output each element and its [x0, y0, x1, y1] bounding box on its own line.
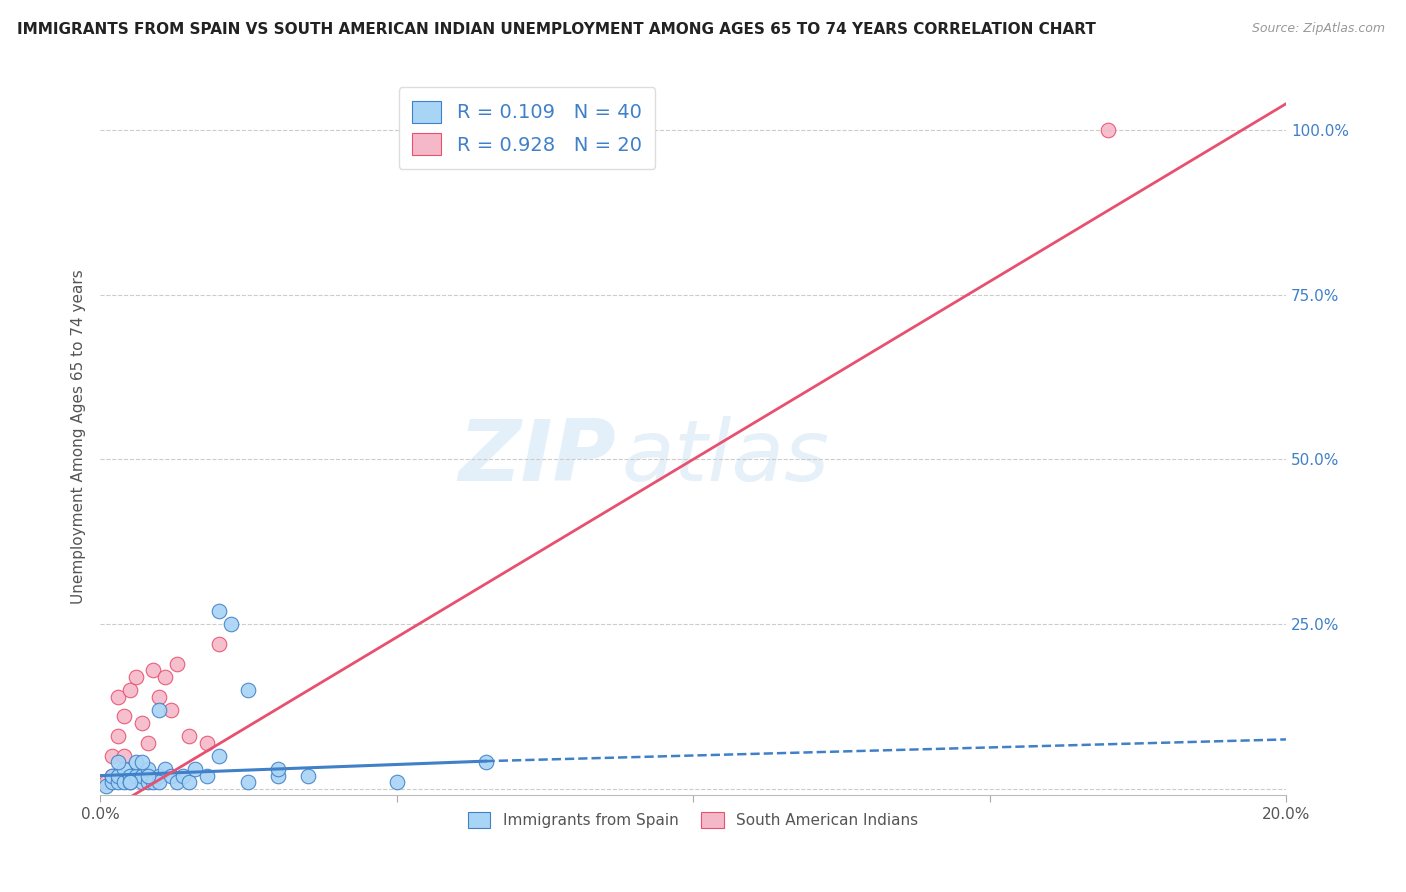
Point — [474, 756, 496, 770]
Point — [107, 756, 129, 770]
Point — [131, 769, 153, 783]
Point — [155, 762, 177, 776]
Point — [131, 775, 153, 789]
Point — [184, 762, 207, 776]
Point — [131, 715, 153, 730]
Point — [125, 769, 148, 783]
Point — [118, 775, 141, 789]
Point — [107, 775, 129, 789]
Point — [177, 729, 200, 743]
Text: atlas: atlas — [621, 417, 830, 500]
Point — [142, 775, 165, 789]
Point — [136, 736, 159, 750]
Point — [107, 769, 129, 783]
Text: ZIP: ZIP — [458, 417, 616, 500]
Point — [118, 769, 141, 783]
Point — [160, 769, 183, 783]
Point — [112, 748, 135, 763]
Point — [195, 769, 218, 783]
Y-axis label: Unemployment Among Ages 65 to 74 years: Unemployment Among Ages 65 to 74 years — [72, 269, 86, 604]
Point — [1097, 123, 1119, 137]
Point — [118, 683, 141, 698]
Point — [172, 769, 194, 783]
Point — [112, 762, 135, 776]
Point — [94, 779, 117, 793]
Point — [94, 775, 117, 789]
Point — [125, 756, 148, 770]
Point — [107, 729, 129, 743]
Point — [166, 775, 188, 789]
Point — [267, 769, 290, 783]
Point — [131, 756, 153, 770]
Point — [101, 769, 124, 783]
Point — [136, 762, 159, 776]
Point — [267, 762, 290, 776]
Point — [118, 775, 141, 789]
Text: IMMIGRANTS FROM SPAIN VS SOUTH AMERICAN INDIAN UNEMPLOYMENT AMONG AGES 65 TO 74 : IMMIGRANTS FROM SPAIN VS SOUTH AMERICAN … — [17, 22, 1095, 37]
Point — [136, 775, 159, 789]
Point — [148, 703, 170, 717]
Point — [155, 670, 177, 684]
Point — [101, 775, 124, 789]
Point — [136, 769, 159, 783]
Point — [177, 775, 200, 789]
Point — [208, 637, 231, 651]
Legend: Immigrants from Spain, South American Indians: Immigrants from Spain, South American In… — [461, 806, 925, 834]
Point — [125, 670, 148, 684]
Point — [166, 657, 188, 671]
Point — [142, 663, 165, 677]
Point — [238, 775, 260, 789]
Point — [107, 690, 129, 704]
Point — [238, 683, 260, 698]
Point — [208, 604, 231, 618]
Point — [297, 769, 319, 783]
Point — [385, 775, 408, 789]
Point — [148, 775, 170, 789]
Point — [219, 617, 242, 632]
Point — [195, 736, 218, 750]
Point — [101, 748, 124, 763]
Point — [160, 703, 183, 717]
Point — [148, 690, 170, 704]
Point — [112, 775, 135, 789]
Text: Source: ZipAtlas.com: Source: ZipAtlas.com — [1251, 22, 1385, 36]
Point — [112, 709, 135, 723]
Point — [148, 769, 170, 783]
Point — [101, 769, 124, 783]
Point — [208, 748, 231, 763]
